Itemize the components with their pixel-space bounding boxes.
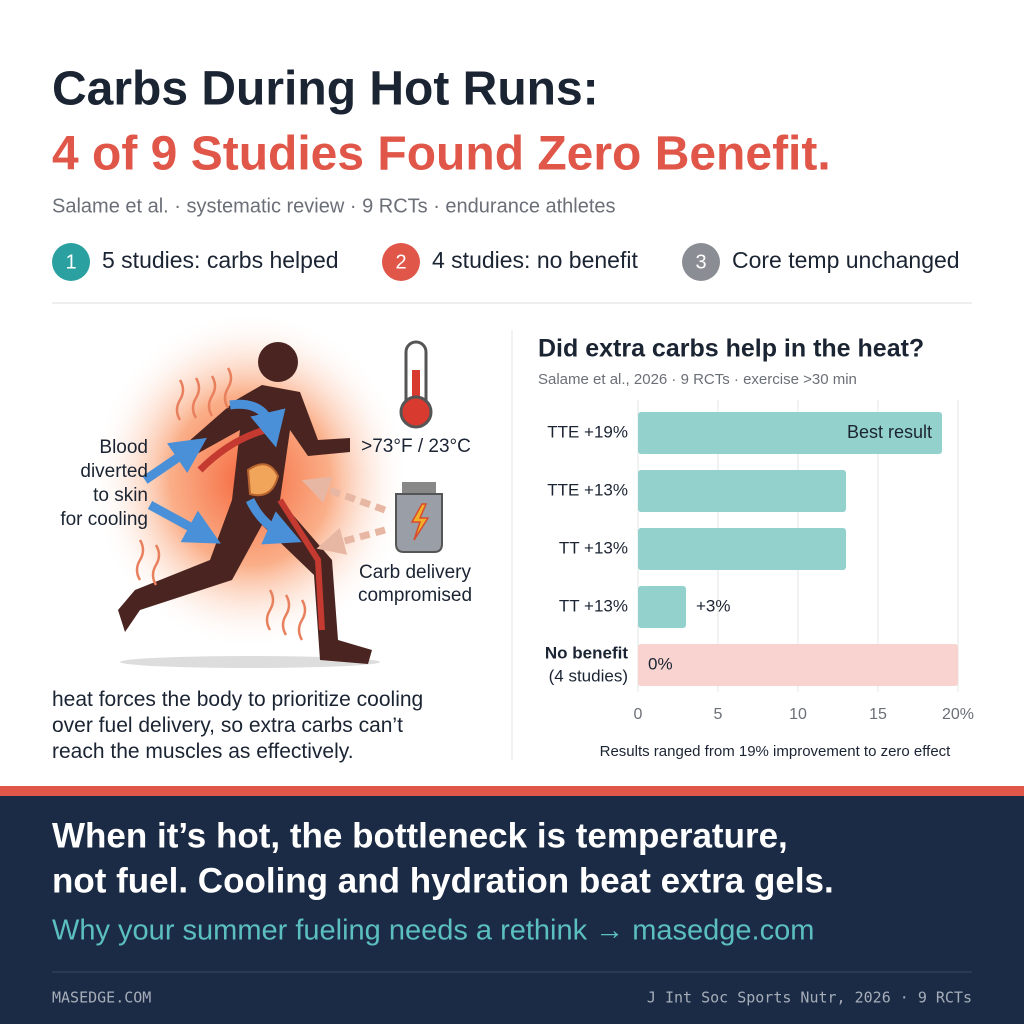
label-line: for cooling <box>60 509 148 530</box>
gel-pack <box>395 482 443 553</box>
source: J Int Soc Sports Nutr, 2026 · 9 RCTs <box>647 989 972 1007</box>
headline: not fuel. Cooling and hydration beat ext… <box>52 861 834 900</box>
step-badge <box>382 243 420 281</box>
accent-strip <box>0 786 1024 796</box>
x-tick-label: 20% <box>942 706 974 723</box>
step-badge <box>52 243 90 281</box>
bar <box>638 470 846 512</box>
annotation: Best result <box>847 422 932 442</box>
annotation: (4 studies) <box>549 666 628 685</box>
carb-arrows <box>301 476 387 555</box>
caption-line: reach the muscles as effectively. <box>52 740 354 763</box>
caption: heat forces the body to prioritize cooli… <box>52 688 423 763</box>
label-line: to skin <box>93 485 148 506</box>
caption-line: heat forces the body to prioritize cooli… <box>52 688 423 711</box>
label-line: Carb delivery <box>359 562 471 583</box>
label-line: diverted <box>80 461 148 482</box>
carb-label: Carb delivery compromised <box>358 562 472 606</box>
step-text: Core temp unchanged <box>732 247 960 273</box>
headline: When it’s hot, the bottleneck is tempera… <box>52 816 788 855</box>
step-number: 2 <box>395 251 406 273</box>
title-highlight: 4 of 9 Studies Found Zero Benefit. <box>52 128 831 181</box>
y-tick-label: TTE +13% <box>547 480 628 499</box>
x-tick-label: 10 <box>789 706 807 723</box>
subtitle: Salame et al. · systematic review · 9 RC… <box>52 195 616 217</box>
x-tick-label: 0 <box>634 706 643 723</box>
stomach <box>246 463 280 497</box>
footer-band <box>0 796 1024 1024</box>
chart-subtitle: Salame et al., 2026 · 9 RCTs · exercise … <box>538 371 857 388</box>
y-tick-label: TTE +19% <box>547 422 628 441</box>
temp-label: >73°F / 23°C <box>361 436 471 457</box>
label-line: Blood <box>99 437 148 458</box>
step-text: 5 studies: carbs helped <box>102 247 339 273</box>
runner <box>118 342 372 664</box>
heat-waves <box>135 367 307 641</box>
blood-arrows <box>142 399 302 545</box>
caption-line: over fuel delivery, so extra carbs can’t <box>52 714 403 737</box>
x-tick-label: 15 <box>869 706 887 723</box>
no-benefit-band <box>638 644 958 686</box>
title: Carbs During Hot Runs: <box>52 63 599 116</box>
bar <box>638 412 942 454</box>
brand: MASEDGE.COM <box>52 989 151 1007</box>
bar <box>638 586 686 628</box>
thermometer <box>399 340 433 429</box>
illustration: Blood diverted to skin for cooling >73°F / … <box>60 310 472 668</box>
x-tick-label: 5 <box>714 706 723 723</box>
blood-label: Blood diverted to skin for cooling <box>60 437 148 530</box>
chart-title: Did extra carbs help in the heat? <box>538 335 924 363</box>
bar-chart: Did extra carbs help in the heat? Salame… <box>538 335 974 760</box>
y-tick-label: TT +13% <box>559 538 628 557</box>
step-text: 4 studies: no benefit <box>432 247 638 273</box>
y-tick-label: No benefit <box>545 643 628 662</box>
label-line: compromised <box>358 585 472 606</box>
step-badge <box>682 243 720 281</box>
value-label: +3% <box>696 596 731 615</box>
y-tick-label: TT +13% <box>559 596 628 615</box>
step-number: 3 <box>695 251 706 273</box>
value-label: 0% <box>648 654 673 673</box>
chart-note: Results ranged from 19% improvement to z… <box>600 743 952 760</box>
step-number: 1 <box>65 251 76 273</box>
bar <box>638 528 846 570</box>
steps: 1 5 studies: carbs helped 2 4 studies: n… <box>52 243 960 281</box>
link[interactable]: Why your summer fueling needs a rethink … <box>52 915 814 947</box>
shadow <box>120 656 380 668</box>
